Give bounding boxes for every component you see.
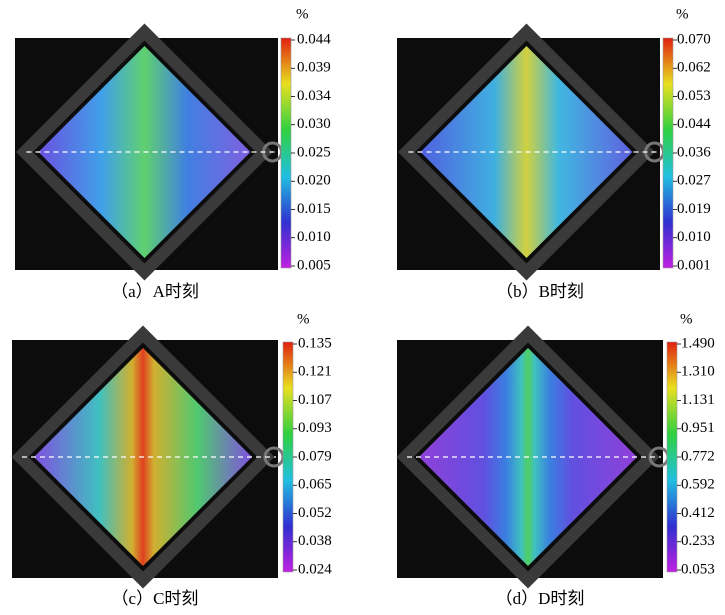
panel: % 1.490 1.310 1.131 0.951 0.772 0.592 0.412 0.23… bbox=[397, 311, 715, 607]
caption: （b）B时刻 bbox=[496, 282, 584, 301]
colorbar-tick-label: 0.005 bbox=[297, 257, 331, 273]
colorbar-tick-label: 0.039 bbox=[297, 60, 331, 76]
colorbar-tick-label: 0.053 bbox=[681, 561, 715, 577]
colorbar-tick-label: 0.044 bbox=[297, 31, 331, 47]
colorbar bbox=[667, 342, 677, 572]
colorbar-tick-label: 0.107 bbox=[298, 392, 332, 408]
unit-label: % bbox=[676, 6, 689, 22]
caption: （c）C时刻 bbox=[112, 589, 199, 608]
colorbar bbox=[663, 38, 673, 268]
colorbar-tick-label: 0.044 bbox=[677, 116, 711, 132]
colorbar-tick-label: 0.010 bbox=[677, 229, 711, 245]
colorbar-tick-label: 0.053 bbox=[677, 88, 711, 104]
unit-label: % bbox=[297, 311, 310, 327]
colorbar-tick-label: 0.034 bbox=[297, 88, 331, 104]
colorbar-tick-label: 0.036 bbox=[677, 144, 711, 160]
colorbar-tick-label: 0.038 bbox=[298, 533, 332, 549]
figure: % 0.044 0.039 0.034 0.030 0.025 0.020 0.015 0.01… bbox=[0, 0, 725, 615]
colorbar-tick-label: 0.025 bbox=[297, 144, 331, 160]
colorbar-tick-label: 0.093 bbox=[298, 420, 332, 436]
caption: （d）D时刻 bbox=[496, 589, 585, 608]
colorbar-tick-label: 0.015 bbox=[297, 201, 331, 217]
caption: （a）A时刻 bbox=[111, 282, 199, 301]
colorbar-tick-label: 0.079 bbox=[298, 448, 332, 464]
colorbar-tick-label: 0.951 bbox=[681, 420, 715, 436]
colorbar-tick-label: 1.310 bbox=[681, 364, 715, 380]
colorbar-tick-label: 0.062 bbox=[677, 60, 711, 76]
colorbar-tick-label: 0.052 bbox=[298, 505, 332, 521]
colorbar-tick-label: 0.010 bbox=[297, 229, 331, 245]
unit-label: % bbox=[296, 6, 309, 22]
panel: % 0.044 0.039 0.034 0.030 0.025 0.020 0.015 0.01… bbox=[15, 6, 331, 300]
colorbar-tick-label: 0.024 bbox=[298, 561, 332, 577]
colorbar-tick-label: 0.772 bbox=[681, 448, 715, 464]
colorbar-tick-label: 0.121 bbox=[298, 364, 332, 380]
colorbar-tick-label: 0.001 bbox=[677, 257, 711, 273]
colorbar-tick-label: 0.065 bbox=[298, 477, 332, 493]
colorbar-tick-label: 0.592 bbox=[681, 477, 715, 493]
colorbar-tick-label: 0.233 bbox=[681, 533, 715, 549]
colorbar bbox=[281, 38, 291, 268]
panel: % 0.070 0.062 0.053 0.044 0.036 0.027 0.019 0.01… bbox=[397, 6, 711, 300]
colorbar-tick-label: 0.135 bbox=[298, 335, 332, 351]
colorbar bbox=[283, 342, 293, 572]
colorbar-tick-label: 1.490 bbox=[681, 335, 715, 351]
colorbar-tick-label: 0.020 bbox=[297, 173, 331, 189]
colorbar-tick-label: 1.131 bbox=[681, 392, 715, 408]
colorbar-tick-label: 0.412 bbox=[681, 505, 715, 521]
colorbar-tick-label: 0.027 bbox=[677, 173, 711, 189]
colorbar-tick-label: 0.070 bbox=[677, 31, 711, 47]
colorbar-tick-label: 0.030 bbox=[297, 116, 331, 132]
colorbar-tick-label: 0.019 bbox=[677, 201, 711, 217]
panel: % 0.135 0.121 0.107 0.093 0.079 0.065 0.052 0.03… bbox=[12, 311, 332, 607]
unit-label: % bbox=[680, 311, 693, 327]
